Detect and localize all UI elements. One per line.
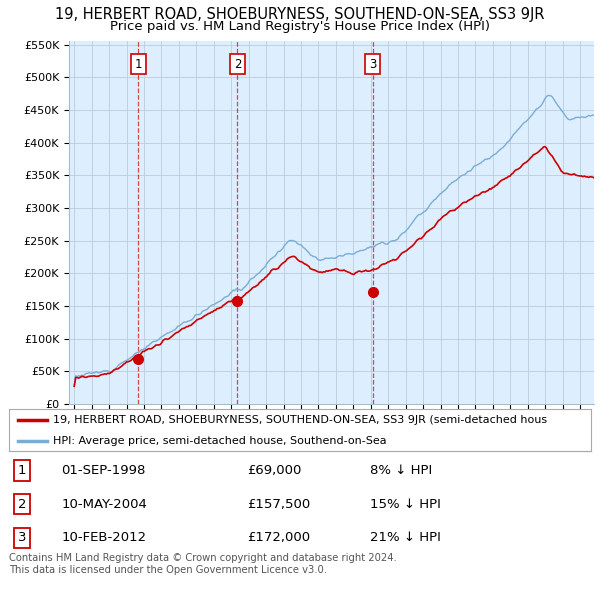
Text: £172,000: £172,000: [248, 531, 311, 544]
Text: HPI: Average price, semi-detached house, Southend-on-Sea: HPI: Average price, semi-detached house,…: [53, 436, 386, 445]
Text: Price paid vs. HM Land Registry's House Price Index (HPI): Price paid vs. HM Land Registry's House …: [110, 20, 490, 33]
Text: 19, HERBERT ROAD, SHOEBURYNESS, SOUTHEND-ON-SEA, SS3 9JR (semi-detached hous: 19, HERBERT ROAD, SHOEBURYNESS, SOUTHEND…: [53, 415, 547, 425]
Text: 10-MAY-2004: 10-MAY-2004: [61, 497, 147, 510]
Text: 1: 1: [17, 464, 26, 477]
Text: 19, HERBERT ROAD, SHOEBURYNESS, SOUTHEND-ON-SEA, SS3 9JR: 19, HERBERT ROAD, SHOEBURYNESS, SOUTHEND…: [55, 7, 545, 22]
Text: 1: 1: [134, 58, 142, 71]
Text: £69,000: £69,000: [248, 464, 302, 477]
Text: 01-SEP-1998: 01-SEP-1998: [61, 464, 146, 477]
Text: 21% ↓ HPI: 21% ↓ HPI: [370, 531, 441, 544]
Text: 3: 3: [369, 58, 376, 71]
Text: Contains HM Land Registry data © Crown copyright and database right 2024.
This d: Contains HM Land Registry data © Crown c…: [9, 553, 397, 575]
Text: 2: 2: [17, 497, 26, 510]
Text: 2: 2: [234, 58, 241, 71]
Text: 15% ↓ HPI: 15% ↓ HPI: [370, 497, 441, 510]
Text: 3: 3: [17, 531, 26, 544]
Text: 8% ↓ HPI: 8% ↓ HPI: [370, 464, 432, 477]
Text: 10-FEB-2012: 10-FEB-2012: [61, 531, 146, 544]
Text: £157,500: £157,500: [248, 497, 311, 510]
